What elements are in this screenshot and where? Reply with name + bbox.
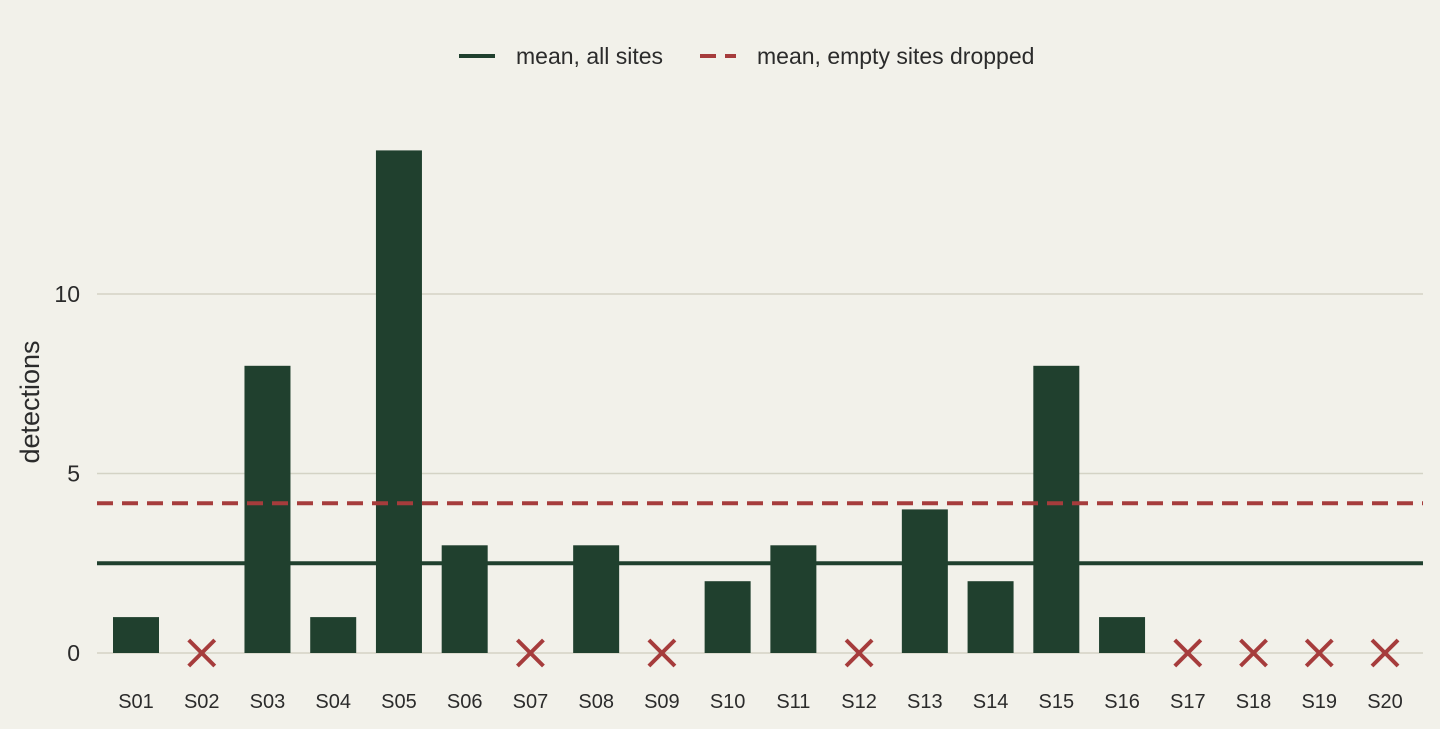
y-tick-labels: 0 5 10 (54, 281, 80, 666)
empty-site-marker-s02 (187, 638, 217, 668)
bar-s01 (113, 617, 159, 653)
bar-s16 (1099, 617, 1146, 653)
marker-stroke (1370, 638, 1400, 668)
x-tick-label: S15 (1039, 691, 1075, 713)
x-tick-label: S07 (513, 691, 549, 713)
empty-site-marker-s07 (516, 638, 545, 668)
bar-s04 (310, 617, 357, 653)
x-tick-label: S04 (315, 691, 351, 713)
bar-s14 (967, 581, 1014, 653)
empty-site-marker-s17 (1173, 638, 1203, 668)
x-tick-label: S02 (184, 691, 220, 713)
empty-site-marker-s19 (1304, 638, 1334, 668)
x-tick-label: S18 (1236, 691, 1272, 713)
bars (113, 150, 1400, 668)
x-tick-label: S05 (381, 691, 417, 713)
x-tick-label: S08 (578, 691, 614, 713)
marker-stroke (1239, 638, 1268, 668)
marker-stroke (1304, 638, 1334, 668)
x-tick-label: S06 (447, 691, 483, 713)
legend: mean, all sites mean, empty sites droppe… (459, 43, 1034, 69)
bar-s13 (901, 509, 948, 653)
legend-label-mean-empty-dropped: mean, empty sites dropped (757, 43, 1034, 69)
bar-s10 (704, 581, 751, 653)
x-tick-label: S14 (973, 691, 1009, 713)
x-tick-label: S17 (1170, 691, 1206, 713)
empty-site-marker-s12 (844, 638, 874, 668)
marker-stroke (516, 638, 545, 668)
bar-s03 (244, 365, 291, 653)
marker-stroke (647, 638, 677, 668)
y-tick-label: 5 (67, 461, 80, 487)
y-tick-label: 10 (54, 281, 80, 307)
x-tick-label: S10 (710, 691, 746, 713)
x-tick-label: S12 (841, 691, 877, 713)
x-tick-label: S16 (1104, 691, 1140, 713)
bar-s15 (1033, 365, 1080, 653)
x-tick-label: S01 (118, 691, 154, 713)
marker-stroke (187, 638, 217, 668)
x-tick-label: S20 (1367, 691, 1403, 713)
empty-site-marker-s18 (1239, 638, 1268, 668)
empty-site-marker-s20 (1370, 638, 1400, 668)
x-tick-label: S11 (776, 691, 810, 713)
legend-label-mean-all-sites: mean, all sites (516, 43, 663, 69)
x-tick-label: S13 (907, 691, 943, 713)
x-tick-label: S03 (250, 691, 286, 713)
empty-site-marker-s09 (647, 638, 677, 668)
y-tick-label: 0 (67, 640, 80, 666)
x-tick-label: S09 (644, 691, 680, 713)
reference-lines (97, 501, 1423, 566)
marker-stroke (844, 638, 874, 668)
bar-s05 (375, 150, 422, 653)
y-axis-title: detections (15, 340, 45, 463)
x-tick-label: S19 (1301, 691, 1337, 713)
x-tick-labels: S01 S02 S03 S04 S05 S06 S07 S08 S09 S10 S11 S12 S13 S… (118, 691, 1403, 713)
marker-stroke (1173, 638, 1203, 668)
